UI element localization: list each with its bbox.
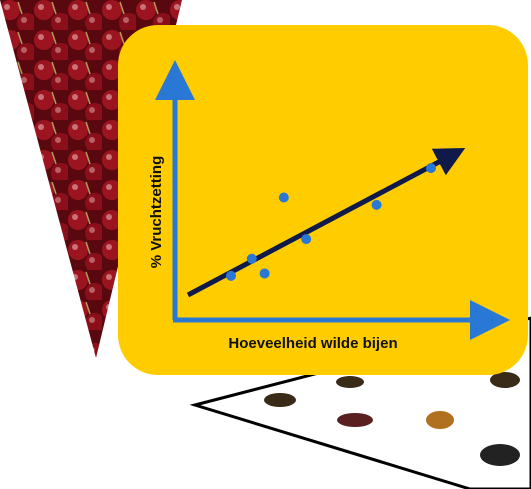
page: Hoeveelheid wilde bijen % Vruchtzetting … xyxy=(0,0,531,489)
point xyxy=(247,254,257,264)
point xyxy=(301,234,311,244)
point xyxy=(426,163,436,173)
point xyxy=(279,193,289,203)
point xyxy=(260,268,270,278)
x-axis-label: Hoeveelheid wilde bijen xyxy=(228,335,397,352)
point xyxy=(372,200,382,210)
y-axis-label: % Vruchtzetting xyxy=(148,156,165,269)
chart: Hoeveelheid wilde bijen % Vruchtzetting xyxy=(0,0,531,489)
point xyxy=(226,271,236,281)
